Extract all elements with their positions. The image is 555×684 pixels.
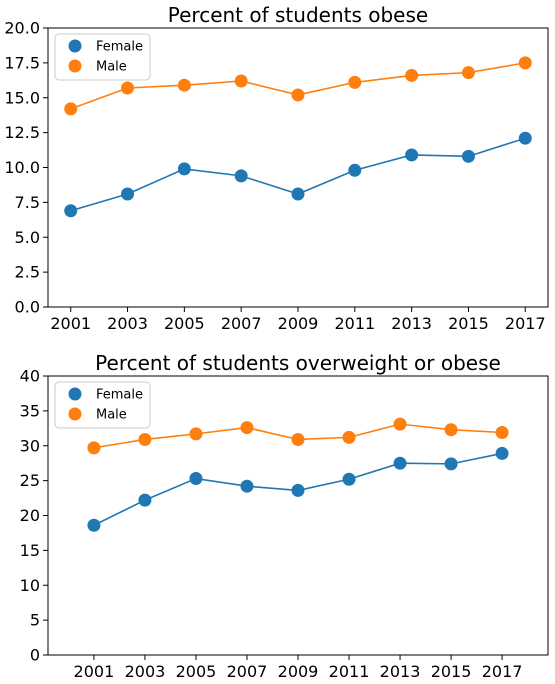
data-point	[461, 149, 475, 163]
x-tick-label: 2005	[176, 662, 217, 681]
x-tick-label: 2003	[125, 662, 166, 681]
legend-marker	[68, 59, 82, 73]
data-point	[291, 432, 305, 446]
data-point	[138, 432, 152, 446]
data-point	[87, 518, 101, 532]
x-tick-label: 2007	[221, 314, 262, 333]
x-tick-label: 2015	[448, 314, 489, 333]
x-tick-label: 2017	[505, 314, 546, 333]
x-tick-label: 2001	[74, 662, 115, 681]
y-tick-label: 15	[20, 541, 40, 560]
y-tick-label: 15.0	[4, 88, 40, 107]
y-tick-label: 25	[20, 471, 40, 490]
data-point	[64, 204, 78, 218]
legend-marker	[68, 39, 82, 53]
y-tick-label: 2.5	[15, 263, 40, 282]
legend-label: Female	[96, 40, 143, 55]
y-tick-label: 5.0	[15, 228, 40, 247]
y-tick-label: 10.0	[4, 158, 40, 177]
data-point	[518, 56, 532, 70]
data-point	[121, 187, 135, 201]
data-point	[444, 423, 458, 437]
data-point	[342, 430, 356, 444]
legend-label: Female	[96, 388, 143, 403]
y-tick-label: 40	[20, 367, 40, 386]
data-point	[189, 472, 203, 486]
y-tick-label: 7.5	[15, 193, 40, 212]
data-point	[291, 187, 305, 201]
chart-title: Percent of students overweight or obese	[95, 351, 501, 375]
subplot-2: Percent of students overweight or obese 0…	[20, 351, 549, 681]
data-point	[87, 441, 101, 455]
series-female	[64, 131, 532, 218]
data-point	[234, 169, 248, 183]
y-tick-label: 5	[30, 611, 40, 630]
data-point	[240, 479, 254, 493]
x-tick-label: 2009	[278, 314, 319, 333]
legend: Female Male	[54, 33, 151, 81]
data-point	[240, 421, 254, 435]
y-tick-label: 20	[20, 506, 40, 525]
legend: Female Male	[54, 381, 151, 429]
y-tick-label: 17.5	[4, 53, 40, 72]
data-point	[393, 456, 407, 470]
data-point	[121, 81, 135, 95]
series-male	[87, 417, 509, 455]
chart-title: Percent of students obese	[168, 3, 428, 27]
x-tick-label: 2007	[227, 662, 268, 681]
data-point	[291, 88, 305, 102]
data-point	[234, 74, 248, 88]
x-tick-label: 2015	[431, 662, 472, 681]
x-tick-label: 2017	[482, 662, 523, 681]
data-point	[495, 446, 509, 460]
data-point	[177, 162, 191, 176]
data-point	[405, 148, 419, 162]
data-point	[495, 425, 509, 439]
data-point	[518, 131, 532, 145]
data-point	[64, 102, 78, 116]
data-point	[138, 493, 152, 507]
x-tick-label: 2011	[329, 662, 370, 681]
data-point	[177, 78, 191, 92]
y-tick-label: 0.0	[15, 298, 40, 317]
legend-label: Male	[96, 60, 127, 75]
y-tick-label: 35	[20, 401, 40, 420]
subplot-1: Percent of students obese 0.0 2.5 5.0 7.5 10.…	[4, 3, 549, 333]
x-tick-label: 2005	[164, 314, 205, 333]
series-male	[64, 56, 532, 116]
x-tick-label: 2003	[107, 314, 148, 333]
y-tick-label: 20.0	[4, 19, 40, 38]
legend-label: Male	[96, 408, 127, 423]
y-tick-label: 0	[30, 646, 40, 665]
x-tick-label: 2001	[50, 314, 91, 333]
legend-marker	[68, 407, 82, 421]
data-point	[461, 66, 475, 80]
data-point	[348, 75, 362, 89]
y-tick-label: 30	[20, 436, 40, 455]
data-point	[348, 163, 362, 177]
x-tick-label: 2011	[334, 314, 375, 333]
data-point	[291, 483, 305, 497]
data-point	[189, 427, 203, 441]
data-point	[342, 472, 356, 486]
x-tick-label: 2009	[278, 662, 319, 681]
data-point	[444, 457, 458, 471]
legend-marker	[68, 387, 82, 401]
y-tick-label: 12.5	[4, 123, 40, 142]
series-female	[87, 446, 509, 532]
x-tick-label: 2013	[391, 314, 432, 333]
data-point	[393, 417, 407, 431]
x-tick-label: 2013	[380, 662, 421, 681]
data-point	[405, 68, 419, 82]
y-tick-label: 10	[20, 576, 40, 595]
